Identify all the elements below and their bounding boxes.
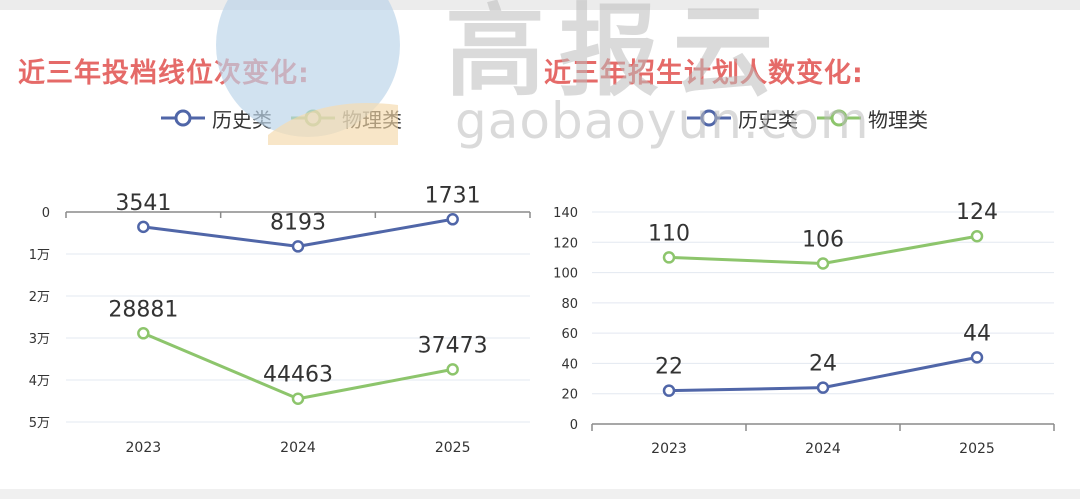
- legend-history-marker-icon: [687, 109, 731, 127]
- data-point: [137, 220, 150, 234]
- x-tick-label: 2025: [435, 440, 471, 456]
- enrollment-chart-panel: 近三年招生计划人数变化: 历史类 物理类 0 20 40 60 80 100 120 140 2…: [540, 10, 1080, 489]
- data-point: [970, 229, 984, 243]
- y-tick-label: 0: [42, 206, 50, 221]
- y-tick-label: 80: [561, 297, 578, 312]
- data-label: 22: [655, 355, 683, 380]
- y-tick-label: 60: [561, 327, 578, 342]
- y-tick-label: 100: [553, 267, 578, 282]
- data-label: 44: [963, 321, 991, 346]
- data-point: [662, 251, 676, 264]
- data-label: 24: [809, 352, 837, 377]
- data-point: [137, 327, 150, 340]
- legend-history-marker-icon: [161, 109, 205, 127]
- data-point: [816, 257, 830, 270]
- top-strip: [0, 0, 1080, 10]
- data-point: [446, 363, 459, 376]
- data-point: [970, 351, 984, 364]
- y-tick-label: 2万: [29, 290, 50, 305]
- enrollment-chart-legend: 历史类 物理类: [686, 104, 946, 132]
- rank-line-chart: 0 1万 2万 3万 4万 5万 2023 2024 2025 3541 8193 1731 28881…: [29, 183, 531, 456]
- y-tick-label: 120: [553, 236, 578, 251]
- x-tick-label: 2025: [959, 441, 995, 457]
- y-tick-label: 0: [570, 418, 578, 433]
- data-point: [816, 381, 830, 394]
- data-label: 3541: [115, 191, 171, 216]
- data-point: [291, 392, 305, 405]
- data-point: [662, 384, 676, 397]
- y-tick-label: 1万: [29, 248, 50, 263]
- rank-chart-legend: 历史类 物理类: [160, 104, 420, 132]
- bottom-strip: [0, 489, 1080, 499]
- x-tick-label: 2024: [280, 440, 316, 456]
- y-tick-label: 40: [561, 357, 578, 372]
- y-tick-label: 5万: [29, 416, 50, 431]
- legend-item-physics: 物理类: [816, 104, 928, 133]
- legend-item-history: 历史类: [160, 104, 272, 133]
- y-tick-label: 140: [553, 206, 578, 221]
- enrollment-line-chart: 0 20 40 60 80 100 120 140 2023 2024 2025 22 24 44 110 1…: [553, 200, 1055, 457]
- data-point: [446, 213, 459, 226]
- data-label: 110: [648, 221, 690, 246]
- legend-physics-label: 物理类: [868, 107, 928, 132]
- data-label: 37473: [418, 333, 488, 358]
- data-label: 8193: [270, 210, 326, 235]
- data-label: 44463: [263, 363, 333, 388]
- data-label: 124: [956, 200, 998, 225]
- rank-chart-title: 近三年投档线位次变化:: [18, 58, 310, 89]
- x-tick-label: 2023: [651, 441, 687, 457]
- data-label: 1731: [425, 183, 481, 208]
- x-tick-label: 2024: [805, 441, 841, 457]
- legend-history-label: 历史类: [212, 107, 272, 132]
- legend-history-label: 历史类: [738, 107, 798, 132]
- legend-physics-marker-icon: [291, 109, 335, 127]
- y-tick-label: 3万: [29, 332, 50, 347]
- legend-physics-label: 物理类: [342, 107, 402, 132]
- legend-physics-marker-icon: [817, 109, 861, 127]
- rank-chart-panel: 近三年投档线位次变化: 历史类 物理类 0 1万 2万 3万 4万 5万 2023 2024 2…: [0, 10, 540, 489]
- y-tick-label: 20: [561, 388, 578, 403]
- data-label: 106: [802, 227, 844, 252]
- legend-item-history: 历史类: [686, 104, 798, 133]
- enrollment-chart-title: 近三年招生计划人数变化:: [544, 58, 864, 89]
- data-label: 28881: [108, 297, 178, 322]
- x-tick-label: 2023: [126, 440, 162, 456]
- data-point: [291, 240, 305, 253]
- legend-item-physics: 物理类: [290, 104, 402, 133]
- y-tick-label: 4万: [29, 374, 50, 389]
